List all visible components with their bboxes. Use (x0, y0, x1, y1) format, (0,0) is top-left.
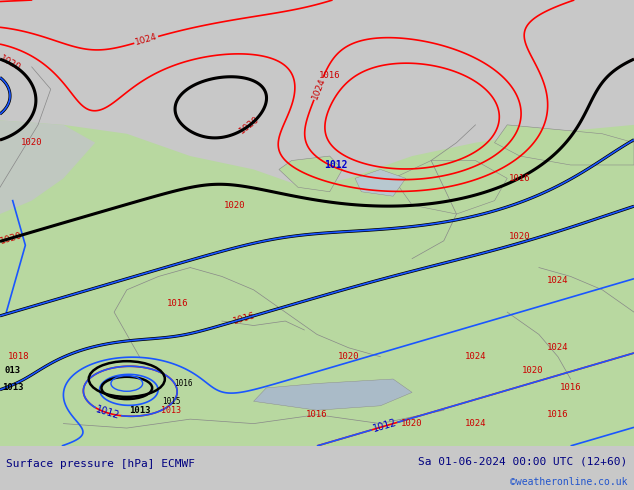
Text: 1012: 1012 (372, 418, 398, 434)
Text: 1020: 1020 (0, 54, 23, 73)
Polygon shape (0, 0, 634, 187)
Text: 1016: 1016 (306, 410, 328, 419)
Polygon shape (393, 161, 507, 214)
Text: 1016: 1016 (319, 72, 340, 80)
Text: Sa 01-06-2024 00:00 UTC (12+60): Sa 01-06-2024 00:00 UTC (12+60) (418, 456, 628, 466)
Polygon shape (495, 125, 634, 165)
Polygon shape (355, 170, 406, 196)
Text: 013: 013 (4, 366, 21, 374)
Text: 1012: 1012 (95, 405, 121, 421)
Text: 1016: 1016 (560, 384, 581, 392)
Text: 1016: 1016 (547, 410, 569, 419)
Text: 1016: 1016 (167, 299, 188, 308)
Text: ©weatheronline.co.uk: ©weatheronline.co.uk (510, 477, 628, 487)
Text: 1024: 1024 (465, 352, 486, 361)
Text: 1020: 1020 (522, 366, 543, 374)
Text: 1020: 1020 (224, 200, 245, 210)
Text: 1020: 1020 (338, 352, 359, 361)
Polygon shape (0, 121, 95, 214)
Polygon shape (254, 379, 412, 410)
Text: 1024: 1024 (310, 76, 327, 100)
Text: 1016: 1016 (509, 174, 531, 183)
Polygon shape (279, 156, 342, 192)
Text: 1016: 1016 (174, 379, 193, 388)
Text: 1016: 1016 (233, 311, 257, 326)
Text: 1024: 1024 (465, 419, 486, 428)
Text: 1012: 1012 (324, 160, 348, 170)
Text: 1020: 1020 (401, 419, 423, 428)
Text: Surface pressure [hPa] ECMWF: Surface pressure [hPa] ECMWF (6, 459, 195, 468)
Text: 1015: 1015 (162, 397, 181, 406)
Text: 1024: 1024 (134, 32, 158, 47)
Text: 1020: 1020 (509, 232, 531, 241)
Text: 1013: 1013 (161, 406, 181, 415)
Text: 1020: 1020 (21, 138, 42, 147)
Text: 1018: 1018 (8, 352, 30, 361)
Text: 1020: 1020 (238, 115, 261, 136)
Text: 1020: 1020 (0, 230, 24, 245)
Text: 1024: 1024 (547, 276, 569, 285)
Text: 1024: 1024 (547, 343, 569, 352)
Text: 1013: 1013 (129, 406, 150, 415)
Text: 1013: 1013 (2, 384, 23, 392)
